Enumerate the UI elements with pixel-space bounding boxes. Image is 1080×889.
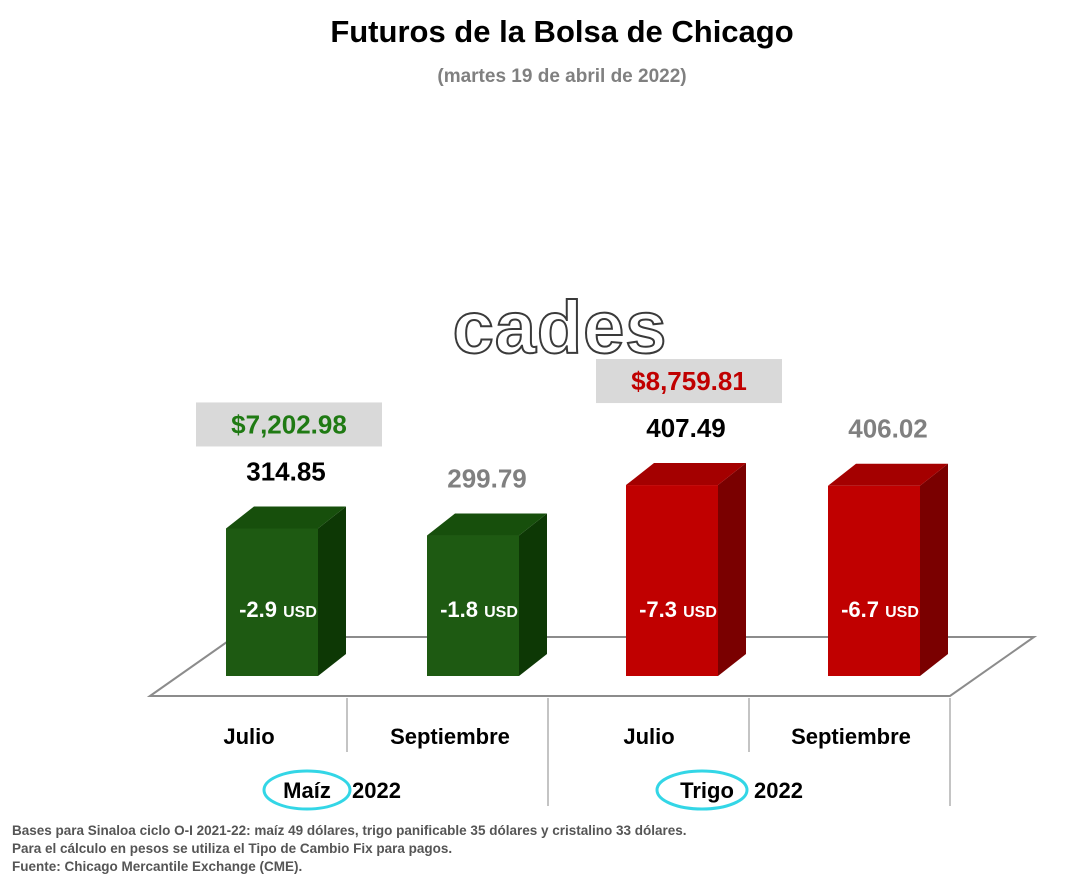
bar-side [718, 463, 746, 676]
trigo-highlight-circle [655, 769, 749, 811]
group-year-maiz: 2022 [352, 778, 401, 803]
bar-maíz-julio [226, 506, 346, 676]
maiz-highlight-circle [262, 769, 352, 811]
price-box [196, 402, 382, 447]
footnotes: Bases para Sinaloa ciclo O-I 2021-22: ma… [12, 822, 1072, 876]
bar-change-label: -6.7 USD [841, 597, 919, 622]
footnote-bases: Bases para Sinaloa ciclo O-I 2021-22: ma… [12, 823, 687, 838]
bar-change-label: -1.8 USD [440, 597, 518, 622]
group-year-trigo: 2022 [754, 778, 803, 803]
bar-value-label: 407.49 [646, 413, 726, 443]
bar-side [519, 513, 547, 676]
category-label: Septiembre [390, 724, 510, 749]
bar-side [920, 463, 948, 676]
price-box [596, 359, 782, 404]
chicago-futures-chart: Futuros de la Bolsa de Chicago (martes 1… [146, 14, 1038, 811]
bar-top [626, 463, 746, 486]
group-label-trigo: Trigo [680, 778, 734, 803]
bar-top [828, 463, 948, 486]
bar-front [427, 535, 519, 676]
bar-value-label: 314.85 [246, 456, 326, 486]
bar-change-label: -7.3 USD [639, 597, 717, 622]
chart-subtitle: (martes 19 de abril de 2022) [437, 66, 686, 87]
bar-change-label: -2.9 USD [239, 597, 317, 622]
bar-front [226, 528, 318, 676]
chart-title: Futuros de la Bolsa de Chicago [330, 14, 793, 49]
bar-front [828, 485, 920, 676]
price-label: $8,759.81 [631, 366, 747, 396]
category-label: Julio [623, 724, 674, 749]
footnote-source: Fuente: Chicago Mercantile Exchange (CME… [12, 859, 303, 874]
bar-value-label: 406.02 [848, 414, 928, 444]
bar-maíz-septiembre [427, 513, 547, 676]
watermark-logo: cades [453, 286, 668, 369]
bar-side [318, 506, 346, 676]
category-label: Septiembre [791, 724, 911, 749]
category-label: Julio [223, 724, 274, 749]
bar-top [226, 506, 346, 529]
bar-value-label: 299.79 [447, 464, 527, 494]
bar-trigo-julio [626, 463, 746, 676]
group-label-maiz: Maíz [283, 778, 331, 803]
footnote-exchange-rate: Para el cálculo en pesos se utiliza el T… [12, 841, 453, 856]
bar-trigo-septiembre [828, 463, 948, 676]
price-label: $7,202.98 [231, 409, 347, 439]
bar-top [427, 513, 547, 536]
bar-front [626, 485, 718, 676]
